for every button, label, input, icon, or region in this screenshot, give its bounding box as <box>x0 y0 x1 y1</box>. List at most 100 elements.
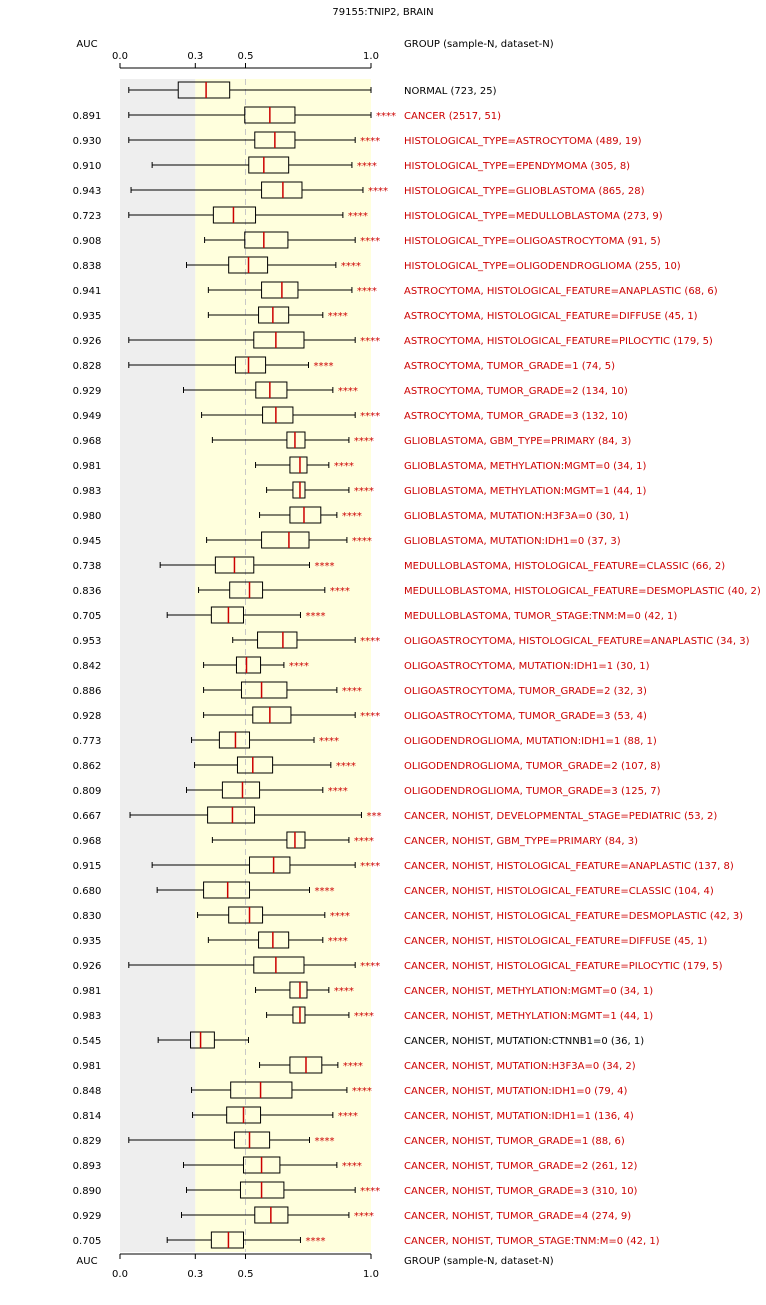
auc-value: 0.723 <box>73 211 102 222</box>
table-row: 0.941 **** ASTROCYTOMA, HISTOLOGICAL_FEATU… <box>73 281 718 299</box>
group-label: ASTROCYTOMA, TUMOR_GRADE=3 (132, 10) <box>404 411 628 422</box>
auc-value: 0.981 <box>73 461 102 472</box>
table-row: 0.981 **** CANCER, NOHIST, MUTATION:H3F3A=… <box>73 1056 636 1074</box>
table-row: 0.836 **** MEDULLOBLASTOMA, HISTOLOGICAL_F… <box>73 581 761 599</box>
group-label: HISTOLOGICAL_TYPE=EPENDYMOMA (305, 8) <box>404 161 630 172</box>
table-row: 0.929 **** ASTROCYTOMA, TUMOR_GRADE=2 (134… <box>73 381 628 399</box>
auc-value: 0.705 <box>73 1236 102 1247</box>
auc-value: 0.829 <box>73 1136 102 1147</box>
group-label: ASTROCYTOMA, TUMOR_GRADE=1 (74, 5) <box>404 361 615 372</box>
iqr-box <box>218 731 251 749</box>
table-row: 0.981 **** CANCER, NOHIST, METHYLATION:MGM… <box>73 981 653 999</box>
iqr-box <box>210 606 244 624</box>
auc-value: 0.828 <box>73 361 102 372</box>
significance-stars: **** <box>354 436 374 447</box>
iqr-box <box>207 806 256 824</box>
iqr-box <box>261 281 299 299</box>
significance-stars: **** <box>338 386 358 397</box>
auc-value: 0.981 <box>73 986 102 997</box>
table-row: 0.926 **** CANCER, NOHIST, HISTOLOGICAL_FE… <box>73 956 723 974</box>
significance-stars: **** <box>314 361 334 372</box>
table-row: 0.929 **** CANCER, NOHIST, TUMOR_GRADE=4 (… <box>73 1206 631 1224</box>
group-label: ASTROCYTOMA, HISTOLOGICAL_FEATURE=DIFFUS… <box>404 311 698 322</box>
table-row: 0.705 **** MEDULLOBLASTOMA, TUMOR_STAGE:TN… <box>73 606 677 624</box>
auc-value: 0.680 <box>73 886 102 897</box>
table-row: 0.935 **** CANCER, NOHIST, HISTOLOGICAL_FE… <box>73 931 707 949</box>
group-label: OLIGOASTROCYTOMA, MUTATION:IDH1=1 (30, 1… <box>404 661 650 672</box>
significance-stars: **** <box>360 236 380 247</box>
group-label: GLIOBLASTOMA, MUTATION:IDH1=0 (37, 3) <box>404 536 621 547</box>
auc-value: 0.773 <box>73 736 102 747</box>
auc-value: 0.836 <box>73 586 102 597</box>
iqr-box <box>289 506 322 524</box>
group-label: HISTOLOGICAL_TYPE=GLIOBLASTOMA (865, 28) <box>404 186 645 197</box>
table-row: 0.705 **** CANCER, NOHIST, TUMOR_STAGE:TNM… <box>73 1231 660 1249</box>
auc-value: 0.667 <box>73 811 102 822</box>
table-row: 0.983 **** CANCER, NOHIST, METHYLATION:MGM… <box>73 1006 653 1024</box>
iqr-box <box>236 756 274 774</box>
significance-stars: **** <box>305 611 325 622</box>
significance-stars: **** <box>315 1136 335 1147</box>
significance-stars: **** <box>348 211 368 222</box>
group-label: CANCER, NOHIST, TUMOR_GRADE=4 (274, 9) <box>404 1211 631 1222</box>
auc-value: 0.915 <box>73 861 102 872</box>
significance-stars: **** <box>360 411 380 422</box>
group-label: CANCER, NOHIST, METHYLATION:MGMT=0 (34, … <box>404 986 653 997</box>
table-row: 0.738 **** MEDULLOBLASTOMA, HISTOLOGICAL_F… <box>73 556 725 574</box>
auc-value: 0.945 <box>73 536 102 547</box>
auc-value: 0.814 <box>73 1111 102 1122</box>
iqr-box <box>234 356 267 374</box>
group-label: OLIGODENDROGLIOMA, TUMOR_GRADE=3 (125, 7… <box>404 786 661 797</box>
top-tick-label: 1.0 <box>363 51 379 62</box>
iqr-box <box>229 581 264 599</box>
table-row: 0.723 **** HISTOLOGICAL_TYPE=MEDULLOBLASTO… <box>73 206 663 224</box>
iqr-box <box>177 81 231 99</box>
gray-band <box>120 79 196 1252</box>
group-label: OLIGOASTROCYTOMA, TUMOR_GRADE=3 (53, 4) <box>404 711 647 722</box>
auc-value: 0.953 <box>73 636 102 647</box>
table-row: 0.908 **** HISTOLOGICAL_TYPE=OLIGOASTROCYT… <box>73 231 661 249</box>
group-label: HISTOLOGICAL_TYPE=MEDULLOBLASTOMA (273, … <box>404 211 663 222</box>
auc-value: 0.891 <box>73 111 102 122</box>
group-label: GLIOBLASTOMA, GBM_TYPE=PRIMARY (84, 3) <box>404 436 631 447</box>
significance-stars: **** <box>315 561 335 572</box>
table-row: 0.886 **** OLIGOASTROCYTOMA, TUMOR_GRADE=2… <box>73 681 647 699</box>
iqr-box <box>258 306 290 324</box>
table-row: 0.545 CANCER, NOHIST, MUTATION:CTNNB1=0 (… <box>73 1031 644 1049</box>
top-tick-label: 0.3 <box>187 51 203 62</box>
iqr-box <box>228 906 264 924</box>
iqr-box <box>235 656 262 674</box>
table-row: 0.983 **** GLIOBLASTOMA, METHYLATION:MGMT=… <box>73 481 647 499</box>
auc-value: 0.929 <box>73 1211 102 1222</box>
auc-value: 0.980 <box>73 511 102 522</box>
bottom-tick-label: 0.5 <box>238 1269 254 1280</box>
table-row: 0.943 **** HISTOLOGICAL_TYPE=GLIOBLASTOMA … <box>73 181 645 199</box>
significance-stars: *** <box>366 811 381 822</box>
significance-stars: **** <box>319 736 339 747</box>
group-label: HISTOLOGICAL_TYPE=ASTROCYTOMA (489, 19) <box>404 136 642 147</box>
auc-value: 0.926 <box>73 336 102 347</box>
auc-value: 0.838 <box>73 261 102 272</box>
table-row: 0.926 **** ASTROCYTOMA, HISTOLOGICAL_FEATU… <box>73 331 713 349</box>
iqr-box <box>240 681 288 699</box>
group-label: CANCER, NOHIST, TUMOR_GRADE=1 (88, 6) <box>404 1136 625 1147</box>
table-row: 0.910 **** HISTOLOGICAL_TYPE=EPENDYMOMA (3… <box>73 156 630 174</box>
significance-stars: **** <box>354 1011 374 1022</box>
group-label: MEDULLOBLASTOMA, HISTOLOGICAL_FEATURE=DE… <box>404 586 761 597</box>
iqr-box <box>292 481 306 499</box>
group-label: HISTOLOGICAL_TYPE=OLIGODENDROGLIOMA (255… <box>404 261 681 272</box>
significance-stars: **** <box>360 961 380 972</box>
iqr-box <box>190 1031 215 1049</box>
table-row: 0.890 **** CANCER, NOHIST, TUMOR_GRADE=3 (… <box>73 1181 638 1199</box>
group-label: CANCER, NOHIST, TUMOR_GRADE=3 (310, 10) <box>404 1186 638 1197</box>
auc-value: 0.943 <box>73 186 102 197</box>
group-header-top: GROUP (sample-N, dataset-N) <box>404 39 554 50</box>
auc-value: 0.848 <box>73 1086 102 1097</box>
group-label: CANCER, NOHIST, HISTOLOGICAL_FEATURE=PIL… <box>404 961 723 972</box>
auc-value: 0.830 <box>73 911 102 922</box>
table-row: 0.953 **** OLIGOASTROCYTOMA, HISTOLOGICAL_… <box>73 631 750 649</box>
iqr-box <box>244 231 289 249</box>
significance-stars: **** <box>360 1186 380 1197</box>
significance-stars: **** <box>336 761 356 772</box>
